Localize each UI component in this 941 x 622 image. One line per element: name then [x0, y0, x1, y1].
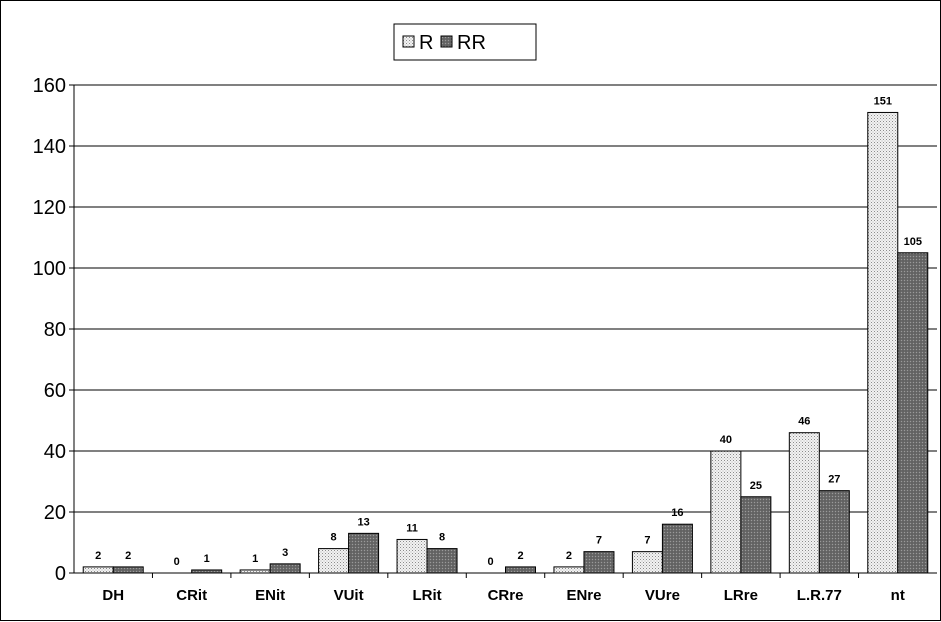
bar-rr-lrre [740, 496, 772, 574]
y-tick-label: 0 [55, 563, 66, 585]
data-label: 151 [874, 95, 892, 107]
x-tick-label: VUre [645, 587, 680, 604]
y-tick-label: 20 [44, 502, 66, 524]
y-tick-label: 140 [33, 136, 66, 158]
data-label: 2 [517, 550, 523, 562]
x-tick-label: L.R.77 [797, 587, 842, 604]
bars [82, 111, 929, 574]
x-tick-label: LRre [724, 587, 758, 604]
bar-rr-crre [505, 566, 536, 574]
legend-box [393, 23, 537, 61]
data-label: 7 [596, 535, 602, 547]
x-tick-label: DH [102, 587, 124, 604]
legend-label-r: R [419, 32, 433, 54]
data-label: 25 [750, 480, 762, 492]
data-label: 11 [406, 522, 418, 534]
y-tick-label: 120 [33, 197, 66, 219]
data-label: 16 [671, 507, 683, 519]
data-label: 0 [487, 556, 493, 568]
data-label: 27 [828, 474, 840, 486]
x-tick-label: ENre [566, 587, 601, 604]
x-tick-label: ENit [255, 587, 285, 604]
bar-r-lr77 [788, 432, 820, 574]
data-label: 3 [282, 547, 288, 559]
bar-r-vure [631, 551, 663, 574]
x-tick-label: VUit [334, 587, 364, 604]
data-label: 8 [439, 532, 445, 544]
bar-rr-dh [112, 566, 144, 574]
bar-rr-lrit [426, 548, 458, 574]
bar-r-nt [867, 111, 899, 574]
x-tick-label: CRit [176, 587, 207, 604]
bar-r-enre [553, 566, 585, 574]
bar-rr-vuit [348, 532, 380, 574]
y-tick-label: 80 [44, 319, 66, 341]
bar-r-lrit [396, 538, 428, 574]
legend-label-rr: RR [457, 32, 486, 54]
data-label: 46 [798, 416, 810, 428]
data-label: 8 [331, 532, 337, 544]
data-label: 40 [720, 434, 732, 446]
x-tick-label: nt [891, 587, 905, 604]
bar-r-vuit [318, 548, 350, 574]
data-label: 1 [204, 553, 210, 565]
bar-r-dh [82, 566, 114, 574]
bar-r-lrre [710, 450, 742, 574]
legend-swatch-r [402, 35, 415, 48]
data-label: 2 [566, 550, 572, 562]
y-tick-label: 100 [33, 258, 66, 280]
legend: R RR [393, 23, 537, 61]
bar-rr-enit [269, 563, 301, 574]
y-tick-label: 60 [44, 380, 66, 402]
data-label: 1 [252, 553, 258, 565]
x-tick-label: CRre [488, 587, 524, 604]
bar-rr-nt [897, 252, 929, 574]
y-tick-label: 160 [33, 75, 66, 97]
data-label: 13 [357, 516, 369, 528]
data-label: 2 [95, 550, 101, 562]
legend-swatch-rr [440, 35, 453, 48]
x-tick-label: LRit [412, 587, 441, 604]
bar-rr-vure [661, 523, 693, 574]
bar-rr-lr77 [818, 490, 850, 574]
data-label: 7 [644, 535, 650, 547]
data-label: 0 [174, 556, 180, 568]
axes [69, 84, 937, 578]
y-tick-label: 40 [44, 441, 66, 463]
gridlines [74, 84, 937, 513]
data-label: 2 [125, 550, 131, 562]
data-label: 105 [904, 236, 922, 248]
bar-rr-enre [583, 551, 615, 574]
